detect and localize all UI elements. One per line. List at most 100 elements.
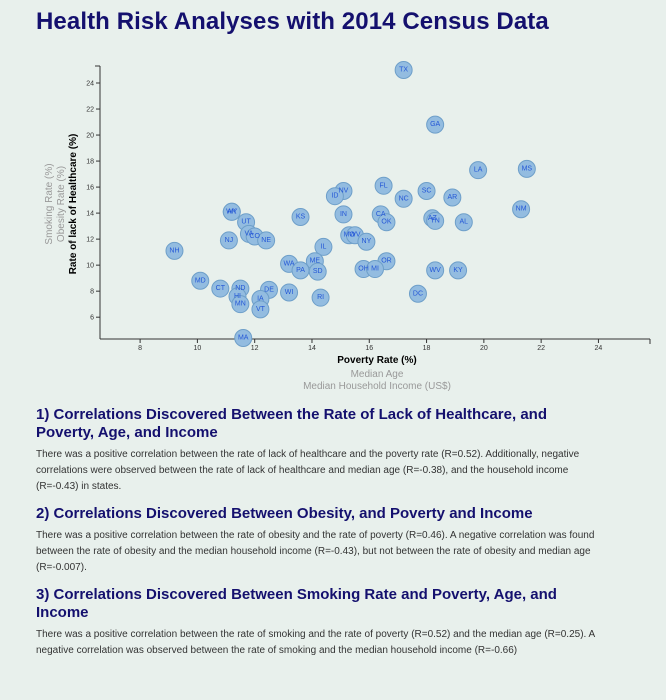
y-tick-label: 24 bbox=[86, 81, 94, 88]
state-label: WY bbox=[226, 208, 238, 215]
scatter-chart: 6 8 10 12 14 16 18 20 22 24 8 10 12 14 16 18 20 22 24 TX G… bbox=[44, 61, 651, 392]
x-tick-label: 10 bbox=[193, 345, 201, 352]
state-label: WV bbox=[349, 232, 361, 239]
x-tick-label: 8 bbox=[138, 345, 142, 352]
state-label: NM bbox=[516, 206, 527, 213]
x-axis-title-option[interactable]: Median Age bbox=[351, 369, 404, 380]
x-axis-title-active[interactable]: Poverty Rate (%) bbox=[337, 355, 416, 366]
state-point[interactable] bbox=[512, 200, 531, 219]
state-label: VA bbox=[245, 230, 254, 237]
state-point[interactable] bbox=[314, 237, 333, 256]
state-label: SC bbox=[422, 187, 432, 194]
finding-body-3: There was a positive correlation between… bbox=[36, 629, 595, 656]
finding-heading-3: 3) Correlations Discovered Between Smoki… bbox=[36, 586, 557, 621]
y-axis-title-option[interactable]: Obesity Rate (%) bbox=[56, 166, 67, 242]
state-label: DC bbox=[413, 290, 423, 297]
state-label: IA bbox=[257, 295, 264, 302]
state-point[interactable] bbox=[251, 300, 270, 319]
state-point[interactable] bbox=[291, 208, 310, 227]
state-point[interactable] bbox=[408, 284, 427, 303]
state-label: CO bbox=[249, 233, 260, 240]
state-label: PA bbox=[296, 267, 305, 274]
state-label: AZ bbox=[428, 215, 438, 222]
state-point[interactable] bbox=[231, 295, 250, 314]
state-point[interactable] bbox=[366, 260, 384, 279]
x-tick-label: 20 bbox=[480, 345, 488, 352]
y-axis-title-active[interactable]: Rate of lack of Healthcare (%) bbox=[68, 134, 79, 275]
state-point[interactable] bbox=[219, 231, 238, 250]
state-label: CA bbox=[376, 211, 386, 218]
state-point[interactable] bbox=[334, 205, 353, 224]
y-tick-label: 20 bbox=[86, 133, 94, 140]
state-label: HI bbox=[234, 293, 241, 300]
state-label: IN bbox=[340, 211, 347, 218]
state-point[interactable] bbox=[394, 61, 413, 79]
state-label: DE bbox=[264, 286, 274, 293]
state-point[interactable] bbox=[426, 211, 445, 230]
state-point[interactable] bbox=[357, 232, 376, 251]
x-tick-label: 22 bbox=[537, 345, 545, 352]
state-label: TX bbox=[399, 67, 408, 74]
state-label: CT bbox=[216, 285, 226, 292]
x-tick-label: 16 bbox=[365, 345, 373, 352]
state-label: GA bbox=[430, 121, 440, 128]
state-label: MO bbox=[344, 232, 356, 239]
state-point[interactable] bbox=[377, 213, 396, 232]
state-point[interactable] bbox=[165, 241, 184, 260]
y-axis-title-option[interactable]: Smoking Rate (%) bbox=[44, 163, 55, 244]
state-label: NV bbox=[339, 187, 349, 194]
state-point[interactable] bbox=[257, 231, 276, 250]
y-tick-label: 14 bbox=[86, 211, 94, 218]
finding-section-2: 2) Correlations Discovered Between Obesi… bbox=[36, 505, 606, 576]
state-point[interactable] bbox=[417, 181, 436, 200]
state-label: ME bbox=[310, 258, 321, 265]
y-tick-label: 10 bbox=[86, 263, 94, 270]
state-label: NC bbox=[399, 195, 409, 202]
state-label: NE bbox=[261, 237, 271, 244]
state-point[interactable] bbox=[191, 271, 210, 290]
y-tick-label: 18 bbox=[86, 159, 94, 166]
state-label: AL bbox=[460, 219, 469, 226]
state-point[interactable] bbox=[426, 261, 445, 280]
state-point[interactable] bbox=[374, 176, 393, 195]
state-label: NH bbox=[169, 247, 179, 254]
x-tick-label: 14 bbox=[308, 345, 316, 352]
state-point[interactable] bbox=[311, 288, 330, 307]
state-point[interactable] bbox=[454, 213, 473, 232]
state-label: MI bbox=[371, 266, 379, 273]
y-axis: 6 8 10 12 14 16 18 20 22 24 bbox=[86, 65, 101, 339]
state-label: WI bbox=[285, 289, 294, 296]
state-point[interactable] bbox=[211, 279, 230, 298]
state-label: VT bbox=[256, 306, 266, 313]
state-label: KY bbox=[453, 267, 463, 274]
y-tick-label: 6 bbox=[90, 315, 94, 322]
state-point[interactable] bbox=[308, 262, 327, 281]
finding-section-3: 3) Correlations Discovered Between Smoki… bbox=[36, 586, 606, 659]
state-point[interactable] bbox=[394, 189, 413, 208]
finding-section-1: 1) Correlations Discovered Between the R… bbox=[36, 406, 606, 495]
state-label: NJ bbox=[225, 237, 234, 244]
finding-body-2: There was a positive correlation between… bbox=[36, 530, 595, 573]
state-point[interactable] bbox=[234, 329, 253, 347]
state-point[interactable] bbox=[325, 187, 344, 206]
state-point[interactable] bbox=[280, 283, 299, 302]
state-label: NY bbox=[362, 238, 372, 245]
state-label: SD bbox=[313, 268, 323, 275]
state-label: AK bbox=[227, 208, 237, 215]
state-point[interactable] bbox=[449, 261, 468, 280]
state-point[interactable] bbox=[426, 115, 445, 134]
state-label: IL bbox=[321, 243, 327, 250]
state-label: OK bbox=[381, 219, 391, 226]
x-axis-title-option[interactable]: Median Household Income (US$) bbox=[303, 381, 451, 392]
state-point[interactable] bbox=[469, 161, 488, 180]
state-point[interactable] bbox=[443, 188, 462, 207]
state-point[interactable] bbox=[222, 202, 241, 221]
x-axis: 8 10 12 14 16 18 20 22 24 bbox=[100, 338, 651, 352]
finding-heading-1: 1) Correlations Discovered Between the R… bbox=[36, 406, 547, 441]
state-point[interactable] bbox=[517, 159, 536, 178]
state-label: WA bbox=[284, 260, 295, 267]
state-label: ND bbox=[235, 285, 245, 292]
finding-heading-2: 2) Correlations Discovered Between Obesi… bbox=[36, 505, 533, 522]
